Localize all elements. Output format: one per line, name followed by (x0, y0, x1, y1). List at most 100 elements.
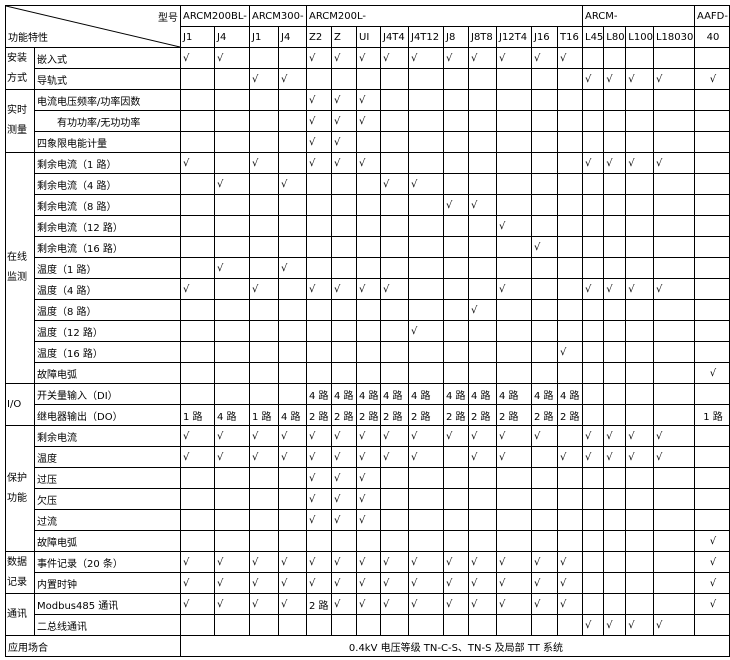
feature-cell: √ (356, 509, 381, 531)
feature-cell (603, 131, 627, 153)
feature-cell: √ (496, 572, 532, 594)
table-row: 过压 √ √ √ (6, 467, 730, 489)
feature-cell: √ (331, 467, 357, 489)
feature-cell (581, 383, 605, 405)
feature-cell (214, 278, 250, 300)
feature-cell (625, 257, 654, 279)
feature-cell (249, 173, 279, 195)
feature-cell (408, 152, 444, 174)
model-header: J4 (214, 26, 250, 48)
feature-cell: √ (356, 593, 381, 615)
feature-cell (306, 320, 332, 342)
feature-cell: √ (443, 593, 469, 615)
feature-cell (496, 488, 532, 510)
feature-cell: √ (557, 572, 583, 594)
feature-cell (531, 320, 558, 342)
feature-cell (249, 89, 279, 111)
model-header: UI (356, 26, 381, 48)
feature-cell: √ (180, 593, 215, 615)
feature-cell: 2 路 (468, 404, 497, 426)
feature-cell: √ (331, 47, 357, 69)
feature-cell: √ (214, 257, 250, 279)
feature-cell: √ (581, 446, 605, 468)
application-row: 应用场合 0.4kV 电压等级 TN-C-S、TN-S 及局部 TT 系统 (5, 635, 730, 657)
feature-cell: √ (468, 572, 497, 594)
feature-cell (496, 194, 532, 216)
feature-cell (557, 278, 583, 300)
feature-cell: √ (581, 278, 605, 300)
feature-cell: 2 路 (380, 404, 409, 426)
feature-cell: √ (652, 425, 695, 447)
feature-cell: √ (356, 110, 381, 132)
feature-cell (581, 509, 605, 531)
feature-cell (408, 257, 444, 279)
feature-cell: 4 路 (380, 383, 409, 405)
feature-cell: √ (468, 551, 497, 573)
feature-cell (581, 47, 605, 69)
feature-cell: √ (306, 110, 332, 132)
feature-cell (443, 89, 469, 111)
feature-cell: √ (249, 425, 279, 447)
feature-cell (356, 320, 381, 342)
feature-cell (278, 194, 307, 216)
feature-cell (380, 299, 409, 321)
feature-cell (180, 509, 215, 531)
feature-cell (531, 131, 558, 153)
feature-cell: √ (214, 47, 250, 69)
feature-cell: √ (531, 236, 558, 258)
feature-cell (603, 299, 627, 321)
feature-cell: 1 路 (249, 404, 279, 426)
feature-cell (249, 467, 279, 489)
feature-cell (356, 68, 381, 90)
feature-cell (380, 236, 409, 258)
feature-cell: √ (306, 47, 332, 69)
feature-cell: √ (408, 572, 444, 594)
feature-label: 继电器输出（DO） (34, 404, 181, 426)
feature-cell: √ (331, 572, 357, 594)
feature-cell (380, 362, 409, 384)
table-row: 故障电弧 √ (6, 530, 730, 552)
group-label: 在线监测 (5, 152, 35, 384)
feature-cell (356, 362, 381, 384)
feature-cell: 4 路 (443, 383, 469, 405)
feature-cell (249, 299, 279, 321)
feature-cell (249, 509, 279, 531)
feature-cell (331, 341, 357, 363)
feature-cell (652, 404, 695, 426)
feature-cell: √ (408, 446, 444, 468)
feature-cell: √ (468, 299, 497, 321)
feature-cell: √ (531, 425, 558, 447)
feature-cell: 4 路 (331, 383, 357, 405)
feature-cell (652, 299, 695, 321)
feature-cell: 4 路 (408, 383, 444, 405)
feature-cell (625, 530, 654, 552)
feature-cell (214, 467, 250, 489)
feature-cell: √ (249, 68, 279, 90)
feature-cell: √ (278, 593, 307, 615)
feature-cell: √ (249, 278, 279, 300)
feature-cell: √ (652, 152, 695, 174)
feature-cell: √ (331, 152, 357, 174)
feature-cell (496, 299, 532, 321)
feature-cell (214, 194, 250, 216)
feature-cell (443, 110, 469, 132)
feature-cell (557, 299, 583, 321)
feature-cell (581, 89, 605, 111)
feature-cell (468, 488, 497, 510)
feature-cell (443, 278, 469, 300)
feature-cell: √ (306, 131, 332, 153)
feature-cell (306, 341, 332, 363)
feature-cell (249, 110, 279, 132)
feature-cell: 2 路 (496, 404, 532, 426)
feature-cell (278, 299, 307, 321)
feature-cell (693, 236, 730, 258)
feature-cell: √ (531, 551, 558, 573)
feature-cell (278, 152, 307, 174)
feature-cell (249, 215, 279, 237)
feature-cell: √ (603, 152, 627, 174)
feature-cell: √ (468, 593, 497, 615)
feature-cell: √ (693, 530, 730, 552)
model-header: J8 (443, 26, 469, 48)
model-header: L100 (625, 26, 654, 48)
